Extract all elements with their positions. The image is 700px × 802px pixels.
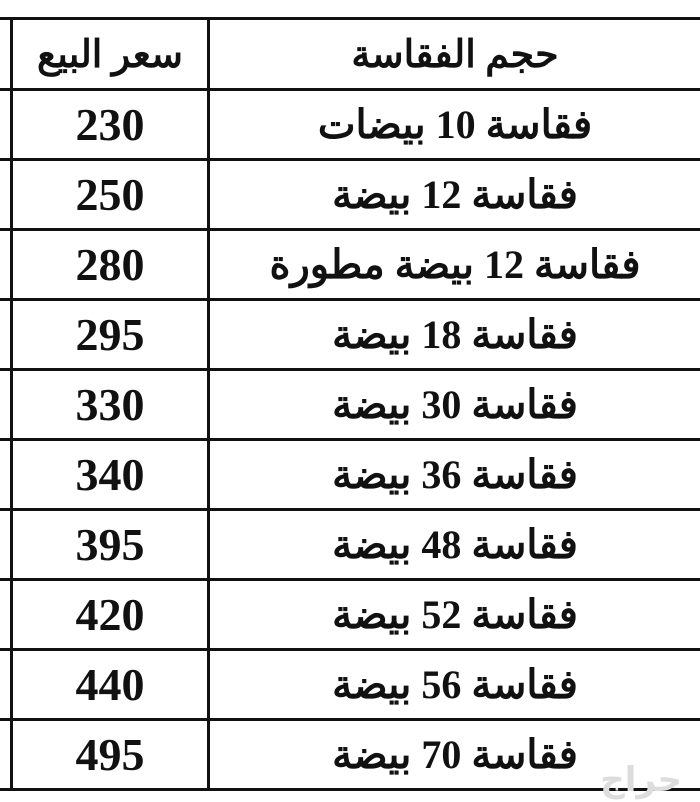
header-price: سعر البيع — [37, 33, 183, 76]
header-size: حجم الفقاسة — [351, 33, 559, 76]
size-cell: فقاسة 10 بيضات — [317, 102, 593, 147]
row-border — [0, 368, 700, 371]
price-cell: 330 — [75, 379, 145, 430]
size-cell: فقاسة 70 بيضة — [332, 732, 578, 777]
column-border — [10, 18, 13, 790]
row-border — [0, 508, 700, 511]
row-border — [0, 158, 700, 161]
row-border — [0, 788, 700, 791]
price-cell: 295 — [75, 309, 145, 360]
watermark: حراج — [600, 760, 682, 800]
column-border — [207, 18, 210, 790]
price-cell: 230 — [75, 99, 145, 150]
row-border — [0, 578, 700, 581]
row-border — [0, 298, 700, 301]
row-border — [0, 17, 700, 20]
row-border — [0, 438, 700, 441]
size-cell: فقاسة 12 بيضة مطورة — [269, 242, 641, 287]
size-cell: فقاسة 52 بيضة — [332, 592, 578, 637]
size-cell: فقاسة 30 بيضة — [332, 382, 578, 427]
price-cell: 495 — [75, 729, 145, 780]
price-cell: 250 — [75, 169, 145, 220]
price-cell: 395 — [75, 519, 145, 570]
size-cell: فقاسة 12 بيضة — [332, 172, 578, 217]
size-cell: فقاسة 48 بيضة — [332, 522, 578, 567]
row-border — [0, 718, 700, 721]
row-border — [0, 88, 700, 91]
size-cell: فقاسة 36 بيضة — [332, 452, 578, 497]
price-cell: 440 — [75, 659, 145, 710]
price-cell: 340 — [75, 449, 145, 500]
price-cell: 280 — [75, 239, 145, 290]
size-cell: فقاسة 18 بيضة — [332, 312, 578, 357]
price-cell: 420 — [75, 589, 145, 640]
row-border — [0, 648, 700, 651]
size-cell: فقاسة 56 بيضة — [332, 662, 578, 707]
row-border — [0, 228, 700, 231]
